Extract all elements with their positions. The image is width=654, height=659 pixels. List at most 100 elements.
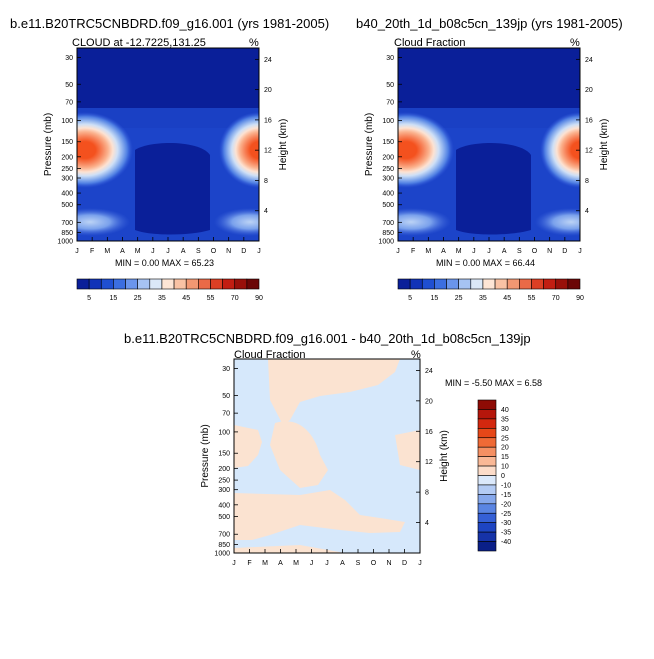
colorbar-swatch xyxy=(173,278,187,290)
pressure-label: 150 xyxy=(61,139,73,146)
height-axis-title: Height (km) xyxy=(439,430,450,482)
height-label: 16 xyxy=(264,117,272,124)
pressure-label: 700 xyxy=(61,220,73,227)
colorbar-label: 45 xyxy=(503,295,511,302)
colorbar-label: 20 xyxy=(501,445,509,452)
height-axis-title: Height (km) xyxy=(599,119,610,171)
month-label: S xyxy=(517,248,522,255)
colorbar-label: 15 xyxy=(431,295,439,302)
colorbar-swatch xyxy=(88,278,102,290)
pressure-label: 700 xyxy=(218,532,230,539)
pressure-label: 200 xyxy=(218,466,230,473)
pressure-label: 30 xyxy=(65,55,73,62)
height-label: 16 xyxy=(585,117,593,124)
colorbar-swatch xyxy=(477,437,497,448)
colorbar-swatch xyxy=(434,278,447,290)
panel3-positive-center xyxy=(270,421,328,488)
pressure-label: 850 xyxy=(382,230,394,237)
panel1-tropopause-layer xyxy=(77,108,259,128)
pressure-label: 250 xyxy=(382,166,394,173)
colorbar-swatch xyxy=(477,503,497,514)
height-label: 20 xyxy=(264,87,272,94)
colorbar-label: -35 xyxy=(501,530,511,537)
height-label: 4 xyxy=(264,208,268,215)
pressure-label: 1000 xyxy=(378,239,394,246)
month-label: A xyxy=(502,248,507,255)
height-label: 20 xyxy=(425,398,433,405)
panel1-stratosphere xyxy=(77,48,259,108)
month-label: S xyxy=(196,248,201,255)
colorbar-label: -10 xyxy=(501,482,511,489)
pressure-label: 70 xyxy=(222,411,230,418)
colorbar-label: 35 xyxy=(158,295,166,302)
panel3-subtitle: Cloud Fraction xyxy=(234,349,306,361)
month-label: J xyxy=(257,248,261,255)
month-label: N xyxy=(226,248,231,255)
colorbar-label: 25 xyxy=(455,295,463,302)
colorbar-swatch xyxy=(567,278,581,290)
pressure-label: 30 xyxy=(386,55,394,62)
month-label: J xyxy=(396,248,400,255)
colorbar-swatch xyxy=(477,484,497,495)
colorbar-swatch xyxy=(234,278,248,290)
panel3-title: b.e11.B20TRC5CNBDRD.f09_g16.001 - b40_20… xyxy=(124,331,531,346)
panel2-minmax: MIN = 0.00 MAX = 66.44 xyxy=(436,258,535,268)
colorbar-label: 15 xyxy=(501,454,509,461)
colorbar-swatch xyxy=(421,278,435,290)
pressure-label: 400 xyxy=(218,502,230,509)
month-label: J xyxy=(310,560,314,567)
colorbar-swatch xyxy=(222,278,236,290)
colorbar-swatch xyxy=(477,456,497,467)
pressure-axis-title: Pressure (mb) xyxy=(364,113,375,176)
panel1-dry-season-minimum xyxy=(135,143,210,235)
colorbar-swatch xyxy=(477,399,497,410)
panel2-tropopause-layer xyxy=(398,108,580,128)
colorbar-label: 40 xyxy=(501,407,509,414)
panel2-stratosphere xyxy=(398,48,580,108)
height-label: 4 xyxy=(425,520,429,527)
colorbar-label: 25 xyxy=(134,295,142,302)
colorbar-swatch xyxy=(149,278,163,290)
panel2-subtitle: Cloud Fraction xyxy=(394,37,466,49)
height-label: 24 xyxy=(585,57,593,64)
height-label: 20 xyxy=(585,87,593,94)
panel3-field xyxy=(234,359,420,553)
colorbar-label: 90 xyxy=(576,295,584,302)
pressure-label: 70 xyxy=(65,99,73,106)
pressure-label: 500 xyxy=(61,202,73,209)
colorbar-swatch xyxy=(519,278,532,290)
colorbar-swatch xyxy=(470,278,484,290)
height-label: 16 xyxy=(425,429,433,436)
pressure-label: 50 xyxy=(222,393,230,400)
pressure-label: 100 xyxy=(218,429,230,436)
month-label: J xyxy=(578,248,582,255)
panel1-wet-season-peak-right xyxy=(219,112,259,188)
colorbar-swatch xyxy=(477,446,497,457)
pressure-label: 200 xyxy=(61,154,73,161)
panel3-positive-upper xyxy=(268,359,400,425)
panel3-positive-surface xyxy=(234,545,345,553)
month-label: M xyxy=(293,560,299,567)
month-label: D xyxy=(562,248,567,255)
panel1-units: % xyxy=(249,37,259,49)
month-label: D xyxy=(241,248,246,255)
colorbar-label: 5 xyxy=(87,295,91,302)
panel3-positive-lower xyxy=(234,490,405,540)
colorbar-swatch xyxy=(100,278,114,290)
panel1-wet-season-peak-left xyxy=(77,112,133,188)
pressure-label: 1000 xyxy=(214,551,230,558)
colorbar-label: 70 xyxy=(552,295,560,302)
month-label: F xyxy=(247,560,251,567)
colorbar-label: 0 xyxy=(501,473,505,480)
pressure-label: 100 xyxy=(61,118,73,125)
panel-model-2: b40_20th_1d_b08c5cn_139jp (yrs 1981-2005… xyxy=(356,16,623,302)
colorbar-label: 35 xyxy=(501,416,509,423)
month-label: A xyxy=(441,248,446,255)
month-label: A xyxy=(278,560,283,567)
month-label: F xyxy=(90,248,94,255)
colorbar-swatch xyxy=(477,522,497,533)
panel1-low-cloud-right xyxy=(214,208,259,236)
panel-model-1: b.e11.B20TRC5CNBDRD.f09_g16.001 (yrs 198… xyxy=(10,16,329,302)
